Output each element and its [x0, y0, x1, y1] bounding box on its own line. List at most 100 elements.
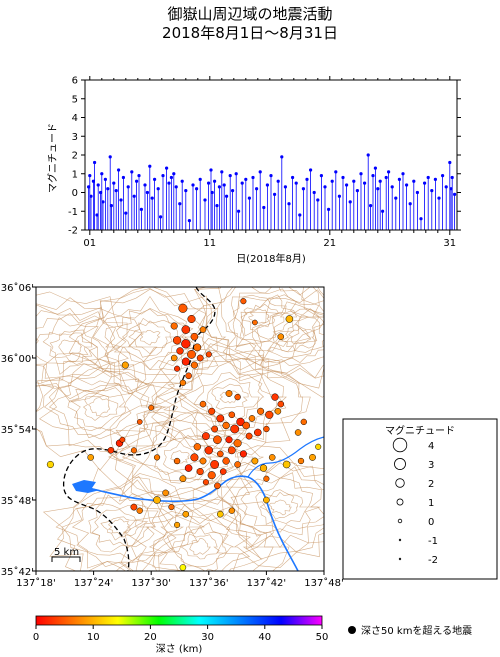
colorbar-gradient [35, 615, 323, 626]
earthquake-marker [179, 379, 187, 386]
contour-line [107, 518, 132, 536]
contour-line [128, 320, 171, 355]
earthquake-marker [136, 419, 143, 425]
lat-tick-label: 36˚00' [1, 353, 34, 365]
stem-point [112, 181, 116, 185]
stem-point [359, 172, 363, 176]
earthquake-marker [46, 460, 54, 469]
stem-point [172, 172, 176, 176]
earthquake-marker [199, 457, 207, 465]
stem-point [408, 202, 412, 206]
legend-symbol [398, 538, 402, 542]
earthquake-marker [187, 314, 196, 324]
colorbar-tick-label: 40 [258, 632, 271, 643]
stem-point [210, 190, 214, 195]
stem-point [269, 174, 273, 178]
stem-point [156, 187, 160, 191]
contour-line [36, 291, 158, 400]
colorbar-tick-label: 20 [144, 632, 157, 643]
legend-symbol [395, 478, 405, 488]
contour-line [124, 496, 274, 571]
contour-line [36, 304, 129, 393]
earthquake-marker [148, 404, 155, 411]
stem-point [184, 189, 188, 193]
stem-point [130, 170, 134, 174]
stem-point [437, 196, 441, 200]
stem-point [280, 155, 284, 159]
stem-point [207, 181, 211, 185]
contour-line [193, 372, 265, 426]
stem-point [327, 207, 331, 211]
deep-event-note: 深さ50 kmを超える地震 [361, 624, 472, 637]
y-tick-label: 0 [72, 188, 78, 199]
chart-title-line1: 御嶽山周辺域の地震活動 [167, 5, 333, 23]
stem-point [415, 190, 419, 195]
lat-tick-label: 35˚54' [1, 424, 34, 436]
contour-line [192, 445, 324, 569]
earthquake-marker [193, 343, 202, 352]
stem-point [145, 190, 149, 195]
earthquake-marker [170, 322, 178, 330]
earthquake-marker [297, 457, 305, 465]
colorbar-tick-label: 10 [87, 632, 100, 643]
contour-line [211, 383, 249, 410]
earthquake-marker [153, 454, 161, 461]
legend-symbol [398, 557, 402, 561]
contour-line [225, 459, 324, 553]
earthquake-marker [193, 443, 201, 451]
stem-point [381, 209, 385, 213]
earthquake-marker [240, 298, 247, 305]
earthquake-marker [121, 361, 129, 369]
stem-point [167, 181, 171, 185]
contour-line [100, 516, 140, 541]
stem-point [203, 198, 207, 202]
contour-line [222, 287, 324, 398]
earthquake-marker [162, 489, 169, 497]
stem-point [178, 202, 182, 206]
contour-line [202, 287, 324, 366]
y-tick-label: 6 [72, 76, 78, 87]
contour-line [57, 473, 194, 571]
stem-point [453, 192, 457, 196]
stem-point [394, 196, 398, 200]
contour-line [120, 493, 290, 571]
earthquake-marker [187, 349, 196, 359]
contour-line [248, 308, 271, 324]
stem-point [363, 181, 367, 185]
earthquake-marker [181, 357, 190, 366]
colorbar-tick-label: 30 [201, 632, 214, 643]
stem-point [117, 168, 121, 172]
contour-line [179, 361, 278, 433]
stem-point [159, 215, 163, 219]
earthquake-marker [222, 457, 230, 465]
earthquake-marker [181, 325, 191, 334]
stem-point [87, 185, 91, 189]
earthquake-marker [130, 447, 137, 454]
stem-point [276, 179, 280, 183]
river [91, 475, 299, 571]
legend-symbol [394, 458, 406, 470]
stem-point [352, 179, 356, 183]
stem-point [287, 202, 291, 206]
lon-tick-label: 137˚18' [16, 577, 56, 589]
legend-label: 1 [428, 498, 434, 509]
earthquake-marker [196, 468, 204, 476]
stem-point [161, 174, 165, 178]
stem-point [174, 185, 178, 189]
stem-point [187, 219, 191, 223]
lat-tick-label: 36˚06' [1, 282, 34, 294]
contour-line [205, 287, 320, 356]
contour-line [227, 294, 298, 342]
stem-point [355, 189, 359, 193]
contour-line [170, 450, 190, 465]
earthquake-marker [178, 303, 188, 313]
earthquake-marker [174, 521, 181, 528]
stem-point [369, 204, 373, 208]
stem-point [143, 183, 147, 187]
stem-point [262, 205, 266, 210]
stem-point [390, 185, 394, 189]
stem-point [265, 183, 269, 187]
stem-point [121, 175, 125, 180]
contour-line [92, 295, 200, 371]
lat-tick-label: 35˚48' [1, 495, 34, 507]
